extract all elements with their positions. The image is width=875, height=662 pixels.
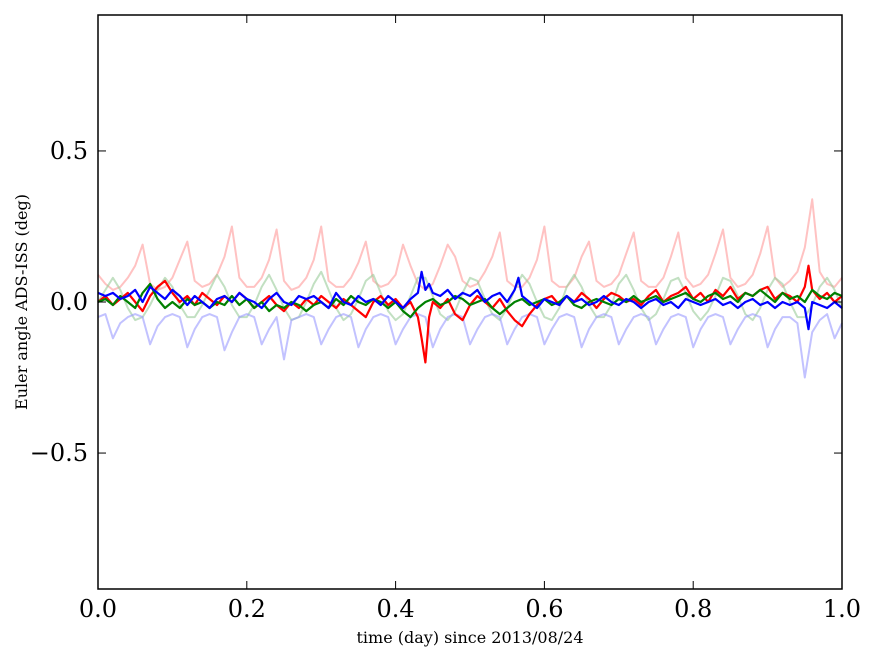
series-line-5 — [97, 270, 843, 331]
y-axis-title: Euler angle ADS-ISS (deg) — [12, 194, 31, 410]
series-line-4 — [97, 282, 843, 319]
series-layer — [97, 198, 843, 379]
series-line-1 — [97, 270, 843, 322]
x-tick-label: 0.6 — [525, 595, 563, 623]
tick-layer: 0.0 0.2 0.4 0.6 0.8 1.0 0.5 0.0 −0.5 — [30, 15, 861, 623]
x-tick-label: 0.0 — [79, 595, 117, 623]
x-tick-label: 0.8 — [674, 595, 712, 623]
series-line-2 — [97, 313, 843, 379]
x-tick-label: 0.2 — [228, 595, 266, 623]
y-tick-label: 0.5 — [50, 137, 88, 165]
series-line-0 — [97, 198, 843, 291]
x-tick-label: 1.0 — [823, 595, 861, 623]
y-tick-label: −0.5 — [30, 439, 88, 467]
y-tick-label: 0.0 — [50, 288, 88, 316]
x-tick-label: 0.4 — [377, 595, 415, 623]
x-axis-title: time (day) since 2013/08/24 — [356, 628, 583, 647]
